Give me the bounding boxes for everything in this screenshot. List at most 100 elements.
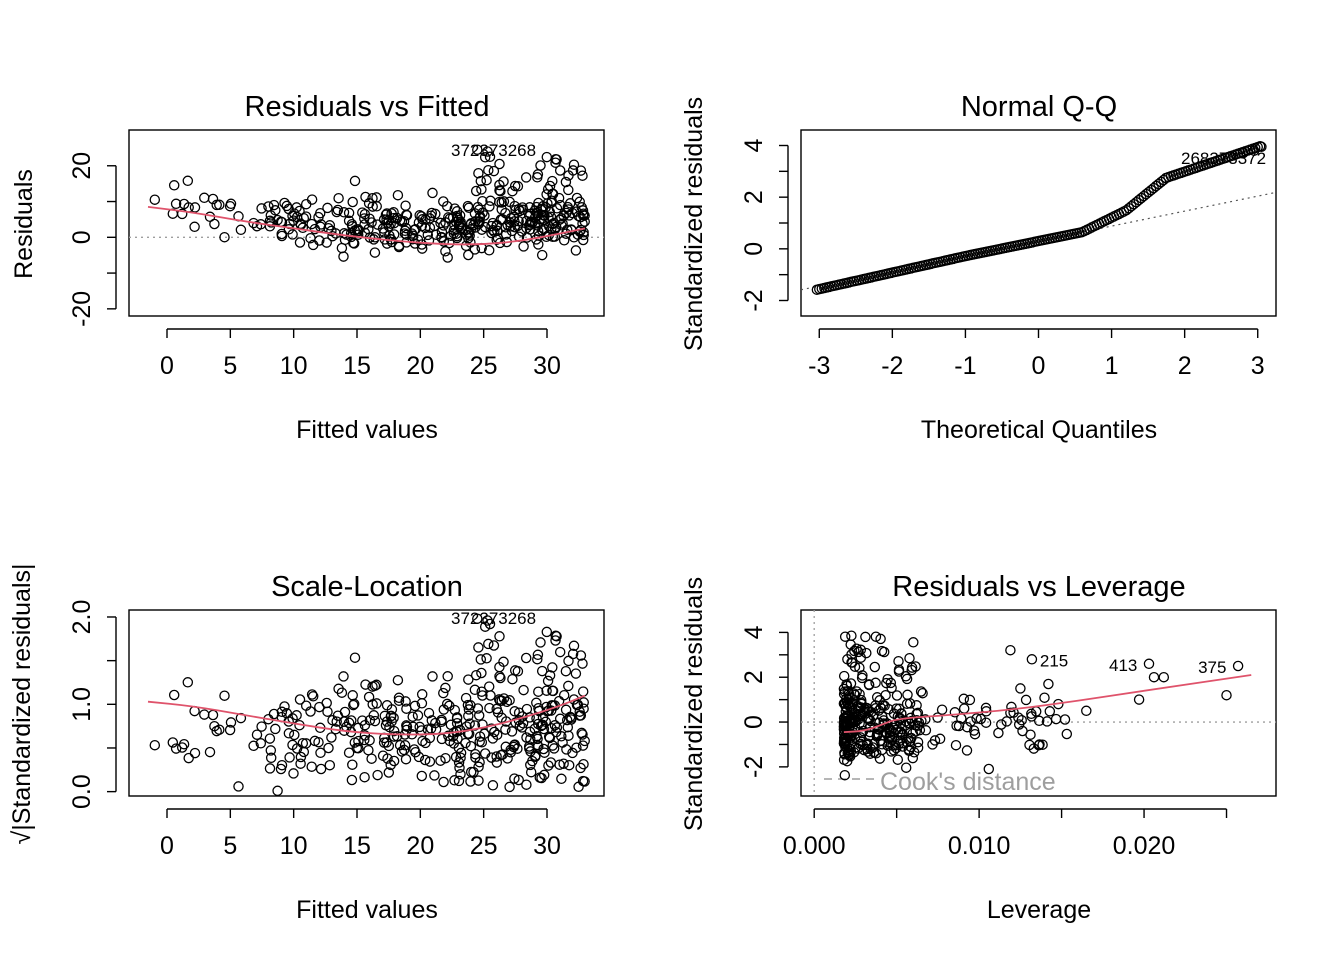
data-point	[498, 196, 510, 207]
data-point	[265, 210, 277, 221]
data-point	[322, 706, 333, 717]
data-point	[494, 185, 505, 196]
y-tick-label: 1.0	[68, 687, 96, 722]
data-point	[863, 679, 875, 691]
data-point	[1232, 660, 1244, 672]
data-point	[321, 237, 332, 248]
data-point	[488, 165, 500, 177]
data-point	[235, 224, 247, 236]
data-point	[484, 702, 495, 714]
data-point	[551, 722, 563, 733]
data-point	[199, 709, 210, 720]
data-point	[509, 773, 520, 784]
data-point	[455, 747, 467, 759]
data-point	[284, 752, 295, 763]
data-point	[486, 723, 497, 734]
data-point	[870, 748, 882, 759]
data-point	[349, 225, 361, 236]
data-point	[359, 213, 370, 224]
data-point	[379, 710, 391, 722]
data-point	[347, 759, 358, 770]
data-point	[170, 743, 182, 754]
data-point	[476, 184, 487, 195]
data-point	[888, 708, 900, 719]
data-point	[309, 735, 321, 747]
data-point	[839, 769, 851, 781]
data-point	[996, 719, 1007, 730]
data-point	[849, 645, 860, 657]
data-point	[409, 700, 421, 712]
data-point	[869, 661, 881, 673]
data-point	[189, 747, 201, 759]
data-point	[1044, 706, 1056, 717]
data-point	[874, 717, 885, 728]
data-point	[536, 719, 548, 731]
data-point	[483, 681, 495, 692]
cooks-distance-legend-text: Cook's distance	[880, 768, 1056, 796]
x-tick-label: 25	[470, 832, 498, 860]
data-point	[270, 723, 281, 735]
data-point	[505, 213, 517, 224]
data-point	[983, 763, 995, 775]
data-point	[464, 718, 475, 729]
data-point	[295, 758, 306, 769]
data-point	[454, 762, 465, 774]
data-point	[473, 710, 485, 721]
data-point	[484, 618, 496, 630]
data-point	[443, 730, 454, 742]
data-point	[1158, 671, 1170, 683]
data-point	[472, 144, 483, 155]
data-point	[476, 686, 487, 697]
x-tick-label: 15	[343, 832, 371, 860]
point-id-label: 215	[1040, 651, 1068, 670]
data-point	[332, 204, 344, 216]
data-point	[251, 220, 263, 232]
data-point	[886, 682, 897, 694]
data-point	[892, 754, 904, 765]
data-point	[847, 657, 858, 668]
data-point	[413, 217, 425, 228]
data-point	[509, 665, 521, 676]
x-tick-label: 20	[406, 352, 434, 380]
data-point	[359, 734, 370, 746]
data-point	[577, 170, 588, 181]
data-point	[965, 716, 976, 727]
data-point	[855, 644, 867, 656]
data-point	[248, 740, 259, 752]
data-point	[536, 249, 548, 261]
data-point	[472, 613, 483, 624]
data-point	[1133, 694, 1145, 705]
data-point	[535, 720, 547, 732]
data-point	[516, 722, 528, 733]
data-point	[484, 151, 496, 163]
data-point	[416, 770, 428, 782]
data-point	[560, 176, 572, 188]
data-point	[295, 751, 307, 763]
data-point	[392, 189, 404, 201]
panel-scale-location: Scale-Location Fitted values √|Standardi…	[8, 563, 605, 924]
data-point	[1081, 705, 1092, 717]
data-point	[1013, 719, 1025, 730]
data-point	[532, 649, 544, 661]
data-point	[1043, 678, 1054, 690]
data-point	[934, 733, 946, 745]
data-point	[547, 685, 559, 697]
data-point	[489, 726, 500, 738]
data-point	[219, 690, 230, 701]
y-tick-label: 0	[740, 242, 768, 256]
data-point	[214, 199, 225, 211]
data-point	[448, 225, 460, 236]
data-point	[189, 202, 201, 213]
data-point	[441, 698, 453, 710]
data-point	[1050, 713, 1062, 725]
plot-frame	[128, 609, 605, 797]
x-tick-label: 0	[1032, 352, 1046, 380]
data-point	[551, 631, 562, 642]
data-point	[321, 697, 332, 709]
data-point	[366, 753, 377, 764]
data-point	[885, 677, 897, 689]
data-point	[399, 740, 411, 751]
x-tick-label: 10	[280, 832, 308, 860]
data-point	[520, 652, 532, 664]
